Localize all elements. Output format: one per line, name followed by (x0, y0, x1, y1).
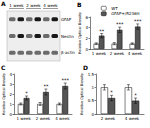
svg-text:1: 1 (9, 102, 12, 107)
svg-text:0: 0 (91, 112, 94, 117)
svg-text:4: 4 (9, 72, 12, 77)
svg-text:4 week: 4 week (43, 3, 58, 8)
svg-text:Relative Optical Density: Relative Optical Density (80, 73, 84, 115)
svg-text:1 week: 1 week (92, 51, 107, 56)
svg-text:4: 4 (85, 25, 88, 30)
svg-text:***: *** (116, 21, 124, 27)
svg-text:D: D (83, 64, 88, 71)
svg-text:0.5: 0.5 (88, 98, 95, 103)
svg-text:2: 2 (9, 92, 12, 97)
svg-text:4 week: 4 week (125, 116, 140, 121)
svg-text:**: ** (43, 83, 49, 89)
svg-text:**: ** (99, 28, 105, 34)
svg-text:2 week: 2 week (110, 51, 125, 56)
svg-text:0: 0 (85, 47, 88, 52)
svg-text:A: A (1, 0, 6, 7)
svg-text:2: 2 (85, 36, 88, 41)
svg-text:1 week: 1 week (9, 3, 24, 8)
svg-text:WT: WT (111, 6, 118, 11)
svg-text:***: *** (134, 18, 142, 24)
svg-text:2 week: 2 week (101, 116, 116, 121)
svg-text:1.5: 1.5 (88, 72, 95, 77)
svg-text:*: * (134, 92, 137, 98)
svg-text:4 week: 4 week (128, 51, 143, 56)
svg-text:4 week: 4 week (55, 116, 70, 121)
svg-text:1 week: 1 week (17, 116, 32, 121)
svg-text:B: B (77, 1, 82, 8)
svg-text:***: *** (61, 77, 69, 83)
svg-text:C: C (1, 64, 6, 71)
svg-text:Nestin: Nestin (61, 34, 74, 39)
svg-text:Relative Optical Density: Relative Optical Density (78, 12, 82, 54)
svg-text:GFAP+/R236H: GFAP+/R236H (111, 11, 139, 16)
svg-text:β-actin: β-actin (61, 50, 75, 55)
svg-text:Relative Optical Density: Relative Optical Density (2, 73, 6, 115)
svg-text:6: 6 (85, 15, 88, 20)
svg-text:GFAP: GFAP (61, 17, 72, 22)
svg-text:0: 0 (9, 112, 12, 117)
svg-text:*: * (110, 89, 113, 95)
svg-text:1: 1 (91, 85, 94, 90)
svg-text:*: * (25, 90, 28, 96)
svg-text:3: 3 (9, 82, 12, 87)
svg-text:2 week: 2 week (36, 116, 51, 121)
svg-text:2 week: 2 week (26, 3, 41, 8)
